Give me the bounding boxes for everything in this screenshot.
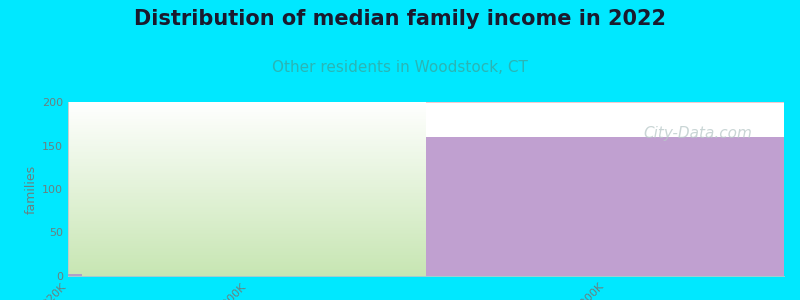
Bar bbox=[68, 274, 82, 276]
Y-axis label: families: families bbox=[25, 164, 38, 214]
Text: Other residents in Woodstock, CT: Other residents in Woodstock, CT bbox=[272, 60, 528, 75]
Text: Distribution of median family income in 2022: Distribution of median family income in … bbox=[134, 9, 666, 29]
Text: City-Data.com: City-Data.com bbox=[644, 126, 753, 141]
